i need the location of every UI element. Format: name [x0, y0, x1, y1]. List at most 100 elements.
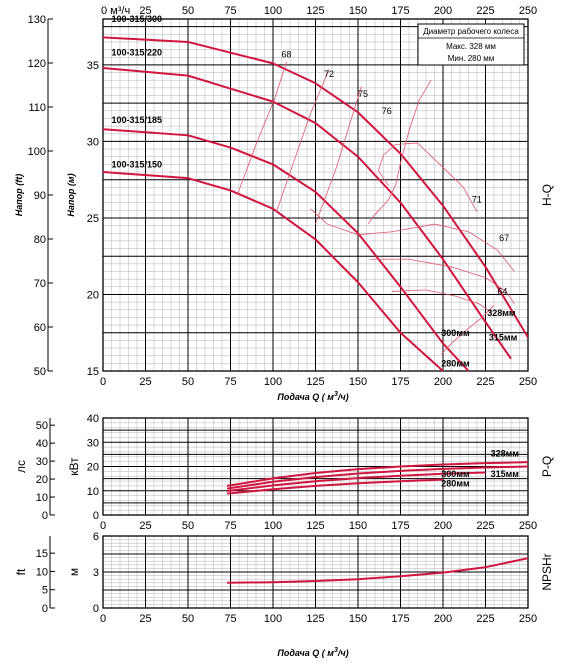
series-line-1 [226, 465, 529, 490]
secondary-tick-label: 50 [34, 366, 46, 378]
primary-tick-label: 25 [87, 213, 99, 225]
series-label-3: 100-315/150 [112, 159, 163, 169]
x-tick-label: 50 [182, 613, 194, 625]
x-tick-label: 225 [476, 376, 494, 388]
efficiency-label-1: 72 [324, 69, 334, 79]
x-top-tick-label: 125 [306, 5, 324, 17]
primary-tick-label: 30 [87, 136, 99, 148]
primary-tick-label: 15 [87, 366, 99, 378]
x-tick-label: 150 [349, 520, 367, 532]
series-label-1: 315мм [491, 469, 520, 479]
x-top-tick-label: 250 [519, 5, 537, 17]
x-tick-label: 25 [139, 613, 151, 625]
x-tick-label: 200 [434, 520, 452, 532]
y-axis-label-secondary: лс [14, 460, 28, 473]
x-tick-label: 100 [264, 613, 282, 625]
primary-tick-label: 35 [87, 60, 99, 72]
legend-max: Макс. 328 мм [446, 42, 496, 51]
impeller-label-2: 300мм [441, 328, 470, 338]
impeller-label-3: 280мм [441, 358, 470, 368]
secondary-tick-label: 5 [42, 585, 48, 597]
x-tick-label: 75 [224, 613, 236, 625]
series-label-0: 100-315/300 [112, 14, 163, 24]
x-tick-label: 175 [391, 376, 409, 388]
efficiency-line-1 [276, 69, 330, 212]
x-tick-label: 0 [100, 520, 106, 532]
primary-tick-label: 0 [93, 510, 99, 522]
x-tick-label: 225 [476, 613, 494, 625]
x-tick-label: 250 [519, 376, 537, 388]
x-tick-label: 75 [224, 520, 236, 532]
efficiency-line-6 [369, 258, 515, 304]
efficiency-label-6: 64 [497, 286, 507, 296]
x-top-tick-label: 225 [476, 5, 494, 17]
x-top-axis-label: 0 м³/ч [101, 5, 130, 17]
x-tick-label: 25 [139, 376, 151, 388]
x-tick-label: 125 [306, 613, 324, 625]
x-top-tick-label: 50 [182, 5, 194, 17]
y-axis-label-secondary: Напор (ft) [14, 174, 24, 217]
x-tick-label: 175 [391, 613, 409, 625]
x-tick-label: 100 [264, 520, 282, 532]
primary-tick-label: 20 [87, 462, 99, 474]
legend-frame [417, 23, 525, 66]
secondary-tick-label: 130 [28, 14, 46, 26]
panel-1: 0 10 20 30 40 50 0 10 20 30 40 0 25 50 75 100 125 150 175 2… [14, 413, 554, 532]
secondary-tick-label: 90 [34, 190, 46, 202]
secondary-tick-label: 20 [36, 474, 48, 486]
efficiency-label-3: 76 [382, 106, 392, 116]
x-tick-label: 250 [519, 613, 537, 625]
secondary-tick-label: 15 [36, 548, 48, 560]
x-tick-label: 50 [182, 376, 194, 388]
impeller-label-0: 328мм [487, 308, 516, 318]
x-tick-label: 200 [434, 613, 452, 625]
plot-frame [102, 535, 529, 609]
primary-tick-label: 10 [87, 486, 99, 498]
x-top-tick-label: 75 [224, 5, 236, 17]
primary-tick-label: 6 [93, 531, 99, 543]
x-tick-label: 150 [349, 613, 367, 625]
panel-side-label: H-Q [540, 184, 554, 206]
secondary-tick-label: 80 [34, 234, 46, 246]
series-label-2: 300мм [441, 469, 470, 479]
secondary-tick-label: 40 [36, 438, 48, 450]
secondary-tick-label: 0 [42, 510, 48, 522]
x-top-tick-label: 25 [139, 5, 151, 17]
primary-tick-label: 30 [87, 437, 99, 449]
series-label-3: 280мм [441, 479, 470, 489]
x-tick-label: 125 [306, 520, 324, 532]
x-tick-label: 25 [139, 520, 151, 532]
x-tick-label: 0 [100, 613, 106, 625]
x-tick-label: 250 [519, 520, 537, 532]
efficiency-line-8 [441, 304, 495, 355]
x-tick-label: 0 [100, 376, 106, 388]
y-axis-label-secondary: ft [14, 568, 28, 575]
series-label-2: 100-315/185 [112, 115, 163, 125]
series-line-0 [227, 557, 529, 584]
efficiency-line-4 [377, 142, 478, 213]
x-tick-label: 225 [476, 520, 494, 532]
secondary-tick-label: 60 [34, 322, 46, 334]
series-line-3 [102, 171, 444, 372]
series-label-0: 328мм [491, 448, 520, 458]
y-axis-label: Напор (м) [66, 173, 76, 216]
efficiency-label-2: 75 [358, 89, 368, 99]
x-top-tick-label: 175 [391, 5, 409, 17]
series-line-3 [227, 478, 444, 495]
secondary-tick-label: 50 [36, 420, 48, 432]
x-tick-label: 75 [224, 376, 236, 388]
plot-frame [102, 18, 529, 372]
panel-side-label: NPSHr [540, 553, 554, 590]
series-label-1: 100-315/220 [112, 48, 163, 58]
secondary-tick-label: 10 [36, 566, 48, 578]
panel-side-label: P-Q [540, 456, 554, 477]
x-top-tick-label: 200 [434, 5, 452, 17]
x-top-tick-label: 150 [349, 5, 367, 17]
secondary-tick-label: 10 [36, 492, 48, 504]
secondary-tick-label: 30 [36, 456, 48, 468]
primary-tick-label: 40 [87, 413, 99, 425]
secondary-tick-label: 110 [28, 102, 46, 114]
efficiency-line-2 [315, 86, 362, 225]
